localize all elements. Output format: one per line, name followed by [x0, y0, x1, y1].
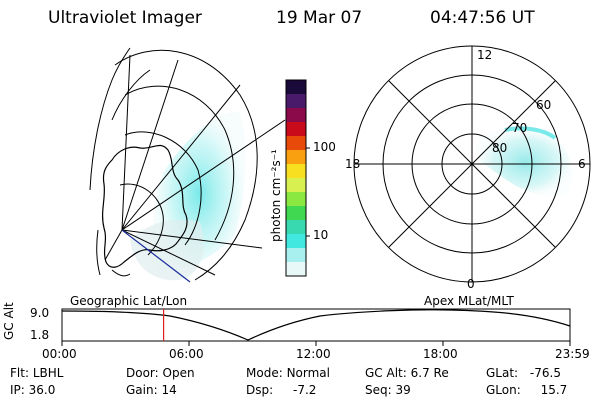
- mlt-label-6: 6: [578, 157, 586, 171]
- altitude-curve: [61, 309, 571, 341]
- coastline: [101, 144, 188, 268]
- geographic-panel: [89, 47, 286, 283]
- timeline-ytick-high: 9.0: [30, 306, 50, 320]
- colorbar-frame: [285, 79, 307, 277]
- timeline-ytick-low: 1.8: [30, 328, 50, 342]
- colorbar-swatch: [286, 122, 306, 137]
- info-glat: GLat: -76.5: [486, 366, 561, 380]
- colorbar-swatch: [286, 206, 306, 221]
- colorbar-swatch: [286, 150, 306, 165]
- mlt-label-12: 12: [477, 48, 493, 62]
- colorbar-swatch: [286, 262, 306, 277]
- info-flt: Flt: LBHL: [10, 366, 64, 380]
- altitude-timeline: [61, 308, 571, 346]
- mlt-label-0: 0: [467, 277, 475, 291]
- polar-panel-label: Apex MLat/MLT: [424, 294, 514, 308]
- colorbar-swatch: [286, 108, 306, 123]
- colorbar-swatch: [286, 248, 306, 263]
- info-gc-alt: GC Alt: 6.7 Re: [365, 366, 449, 380]
- timeline-xtick-0600: 06:00: [169, 347, 204, 361]
- info-door: Door: Open: [126, 366, 195, 380]
- info-ip: IP: 36.0: [10, 383, 56, 397]
- info-mode: Mode: Normal: [246, 366, 330, 380]
- lat-label-60: 60: [536, 98, 552, 112]
- polar-panel: [353, 45, 591, 283]
- colorbar-unit-label: photon cm⁻²s⁻¹: [269, 149, 283, 242]
- colorbar-tick-10: 10: [313, 228, 329, 242]
- colorbar-swatch: [286, 164, 306, 179]
- info-glon: GLon: 15.7: [486, 383, 568, 397]
- info-gain: Gain: 14: [126, 383, 177, 397]
- colorbar-swatch: [286, 192, 306, 207]
- lat-label-80: 80: [492, 141, 508, 155]
- timeline-xtick-1200: 12:00: [296, 347, 331, 361]
- instrument-title: Ultraviolet Imager: [48, 8, 202, 28]
- colorbar-swatch: [286, 220, 306, 235]
- colorbar-swatch: [286, 136, 306, 151]
- info-dsp: Dsp: -7.2: [246, 383, 317, 397]
- colorbar: [285, 79, 310, 277]
- timeline-xtick-0000: 00:00: [42, 347, 77, 361]
- time-label: 04:47:56 UT: [430, 8, 535, 28]
- colorbar-swatch: [286, 178, 306, 193]
- timeline-xtick-2359: 23:59: [555, 347, 590, 361]
- colorbar-swatch: [286, 94, 306, 109]
- timeline-axis-label: GC Alt: [2, 302, 16, 340]
- date-label: 19 Mar 07: [276, 8, 363, 28]
- mlt-label-18: 18: [345, 157, 361, 171]
- timeline-xtick-1800: 18:00: [423, 347, 458, 361]
- colorbar-swatch: [286, 80, 306, 95]
- aurora-emission-polar: [478, 129, 573, 197]
- info-seq: Seq: 39: [365, 383, 411, 397]
- colorbar-tick-100: 100: [313, 140, 336, 154]
- lat-label-70: 70: [512, 121, 528, 135]
- geo-panel-label: Geographic Lat/Lon: [70, 294, 188, 308]
- colorbar-swatch: [286, 234, 306, 249]
